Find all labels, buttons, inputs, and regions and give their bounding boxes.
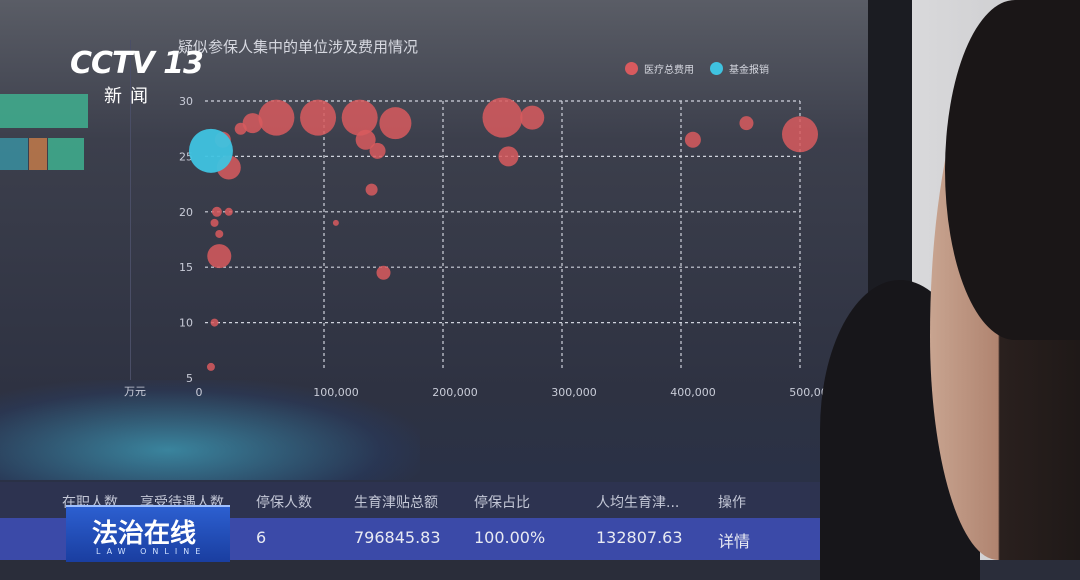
y-tick-label: 15	[179, 261, 193, 274]
program-badge-sub: LAW ONLINE	[96, 547, 207, 556]
bubble-medical	[782, 116, 818, 153]
bubble-medical	[300, 99, 337, 136]
panel-bar	[48, 138, 84, 170]
legend-label-medical[interactable]: 医疗总费用	[644, 65, 694, 76]
table-header: 在职人数 享受待遇人数 停保人数 生育津贴总额 停保占比 人均生育津... 操作	[0, 482, 820, 518]
y-unit-label: 万元	[124, 385, 146, 398]
col-header: 操作	[718, 495, 746, 511]
legend-marker-fund	[710, 62, 723, 75]
bubble-fund	[188, 128, 233, 173]
bubble-medical	[379, 107, 412, 140]
left-panel	[0, 40, 131, 380]
panel-bar	[0, 138, 28, 170]
x-tick-label: 300,000	[551, 386, 597, 399]
channel-logo-text: CCTV 13	[70, 46, 204, 81]
bubble-medical	[206, 362, 215, 371]
bubble-medical	[355, 129, 376, 150]
x-tick-label: 400,000	[670, 386, 716, 399]
bubble-medical	[341, 99, 378, 136]
bubble-medical	[332, 219, 339, 226]
person-hair	[945, 0, 1080, 340]
dashboard-screen: 疑似参保人集中的单位涉及费用情况 医疗总费用 基金报销 5 10 15 20 25 30 0…	[0, 0, 880, 560]
bubble-medical	[210, 318, 219, 327]
cell: 132807.63	[596, 528, 683, 547]
bubble-medical	[365, 183, 378, 196]
bubble-medical	[520, 105, 545, 130]
y-tick-label: 20	[179, 206, 193, 219]
y-tick-label: 10	[179, 317, 193, 330]
legend-label-fund[interactable]: 基金报销	[729, 65, 769, 76]
bubble-medical	[498, 146, 519, 167]
bubble-medical	[739, 116, 754, 131]
x-tick-label: 100,000	[313, 386, 359, 399]
legend-marker-medical	[625, 62, 638, 75]
col-header: 人均生育津...	[596, 495, 680, 511]
panel-bar	[29, 138, 47, 170]
bubble-medical	[215, 229, 224, 238]
details-link[interactable]: 详情	[718, 532, 751, 551]
cell: 100.00%	[474, 528, 546, 547]
chart-legend: 医疗总费用 基金报销	[625, 61, 769, 76]
y-tick-label: 30	[179, 95, 193, 108]
decorative-glow	[0, 380, 420, 480]
cell: 6	[256, 528, 267, 547]
channel-sub: 新闻	[104, 86, 156, 107]
chart-title: 疑似参保人集中的单位涉及费用情况	[178, 38, 419, 56]
bubble-medical	[258, 99, 295, 136]
bubble-medical	[211, 206, 222, 217]
program-badge: 法治在线 LAW ONLINE	[66, 505, 230, 562]
y-tick-label: 5	[186, 372, 193, 385]
x-tick-label: 0	[196, 386, 203, 399]
bubble-medical	[224, 207, 233, 216]
panel-bar	[0, 94, 88, 128]
bubble-medical	[369, 142, 386, 159]
bubble-medical	[207, 244, 232, 269]
col-header: 停保人数	[256, 495, 312, 511]
channel-logo: CCTV 13 新闻	[70, 46, 204, 107]
x-tick-label: 200,000	[432, 386, 478, 399]
bubble-medical	[376, 265, 391, 280]
program-badge-title: 法治在线	[92, 519, 197, 549]
col-header: 生育津贴总额	[354, 495, 438, 511]
bubble-medical	[242, 113, 263, 134]
bubble-medical	[482, 97, 523, 138]
bubble-medical	[684, 131, 701, 148]
cell: 796845.83	[354, 528, 441, 547]
col-header: 停保占比	[474, 495, 530, 511]
bubble-medical	[210, 218, 219, 227]
